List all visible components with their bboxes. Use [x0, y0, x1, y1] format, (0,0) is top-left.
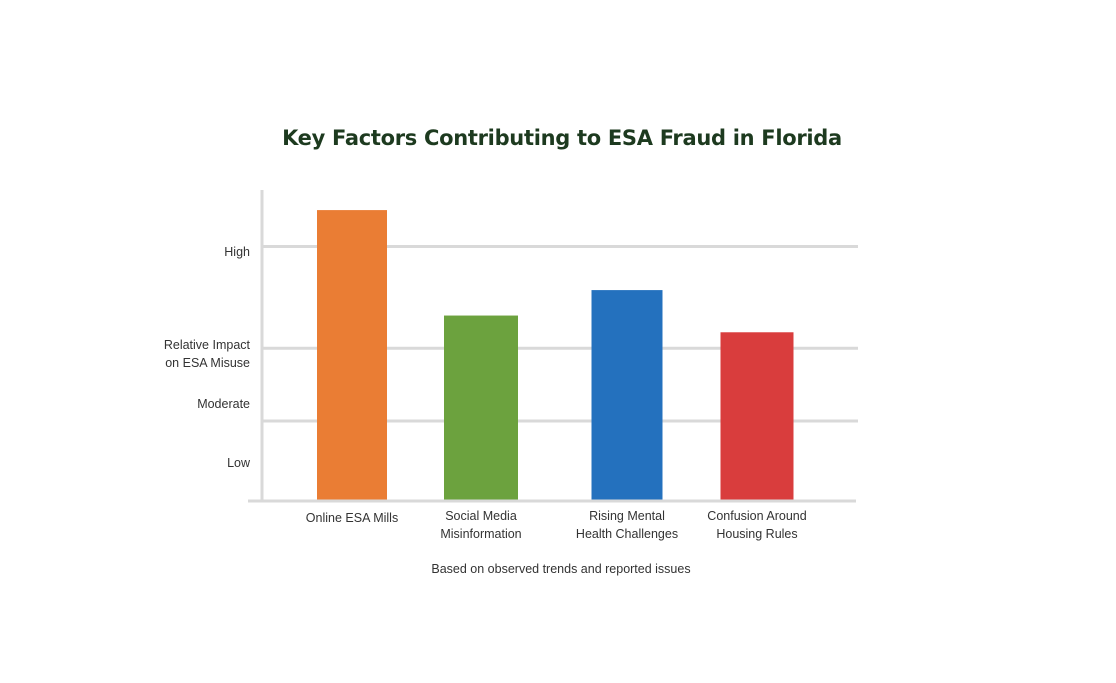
x-tick-label: Social Media Misinformation: [440, 509, 522, 541]
bar: [720, 332, 794, 501]
y-axis-label: Relative Impact on ESA Misuse: [163, 338, 250, 370]
bar: [444, 315, 518, 501]
x-tick-label: Rising Mental Health Challenges: [575, 509, 679, 541]
bar: [317, 210, 387, 501]
y-tick-label: Moderate: [197, 397, 250, 412]
y-tick-label: Low: [227, 455, 250, 470]
bar: [591, 290, 663, 501]
chart-title: Key Factors Contributing to ESA Fraud in…: [282, 126, 842, 150]
y-tick-label: High: [224, 244, 250, 259]
x-axis-label: Based on observed trends and reported is…: [431, 562, 691, 576]
x-tick-label: Online ESA Mills: [305, 511, 399, 525]
x-tick-label: Confusion Around Housing Rules: [707, 509, 807, 541]
